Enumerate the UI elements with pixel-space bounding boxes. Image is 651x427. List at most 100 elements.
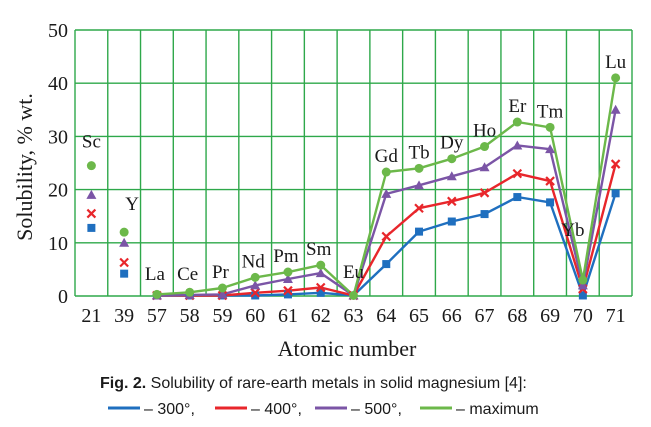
legend-label: – 400°, bbox=[251, 401, 302, 418]
data-point bbox=[315, 282, 326, 293]
data-point bbox=[578, 275, 588, 285]
x-marker-stroke bbox=[414, 203, 424, 213]
element-label: Er bbox=[508, 96, 527, 117]
x-tick-label: 62 bbox=[311, 305, 331, 327]
element-label: Sc bbox=[82, 132, 101, 153]
data-point bbox=[250, 280, 261, 290]
data-point bbox=[611, 189, 620, 198]
data-point bbox=[577, 280, 588, 290]
data-point bbox=[479, 162, 490, 172]
data-point bbox=[283, 267, 293, 277]
element-label: Lu bbox=[605, 52, 627, 73]
data-point bbox=[480, 142, 490, 152]
y-tick-label: 0 bbox=[58, 286, 68, 308]
element-label: Ho bbox=[473, 121, 496, 142]
data-point bbox=[381, 231, 392, 242]
x-marker-stroke bbox=[479, 188, 490, 198]
data-point bbox=[512, 168, 523, 179]
x-tick-label: 70 bbox=[573, 305, 593, 327]
x-marker-stroke bbox=[119, 257, 129, 268]
data-point bbox=[250, 272, 260, 282]
x-tick-label: 60 bbox=[245, 305, 265, 327]
x-tick-label: 57 bbox=[147, 305, 167, 327]
data-point bbox=[86, 208, 97, 219]
data-point bbox=[315, 268, 326, 278]
y-axis-label: Solubility, % wt. bbox=[12, 93, 37, 241]
data-point bbox=[512, 140, 523, 150]
x-tick-labels: 21 39 57 58 59 60 61 62 63 64 65 66 67 68 69 70 71 bbox=[81, 305, 625, 327]
data-point bbox=[283, 285, 293, 296]
x-marker-stroke bbox=[447, 196, 457, 207]
x-tick-label: 59 bbox=[212, 305, 232, 327]
data-point bbox=[480, 210, 489, 219]
x-tick-label: 71 bbox=[606, 305, 626, 327]
x-tick-label: 67 bbox=[475, 305, 495, 327]
y-tick-label: 20 bbox=[48, 180, 68, 202]
chart-series-markers bbox=[86, 73, 621, 301]
element-label: Y bbox=[125, 194, 139, 215]
data-point bbox=[545, 122, 555, 132]
x-marker-stroke bbox=[610, 159, 621, 169]
data-point bbox=[381, 167, 391, 177]
element-label: Tb bbox=[408, 142, 429, 163]
data-point bbox=[546, 198, 555, 207]
data-point bbox=[349, 290, 358, 300]
data-point bbox=[251, 291, 260, 300]
element-label: La bbox=[145, 264, 166, 285]
element-label: Pr bbox=[212, 262, 230, 283]
data-point bbox=[316, 260, 326, 270]
legend-label: – 300°, bbox=[144, 401, 195, 418]
data-point bbox=[86, 161, 96, 171]
figure-caption-label: Fig. 2. bbox=[100, 375, 146, 392]
data-point bbox=[381, 188, 392, 198]
data-point bbox=[512, 117, 522, 127]
element-label: Nd bbox=[242, 251, 266, 272]
y-tick-label: 40 bbox=[48, 73, 68, 95]
x-tick-label: 21 bbox=[81, 305, 101, 327]
element-label: Sm bbox=[306, 239, 332, 260]
y-tick-label: 50 bbox=[48, 20, 68, 42]
data-point bbox=[119, 237, 130, 247]
x-marker-stroke bbox=[381, 231, 392, 242]
data-point bbox=[119, 227, 129, 237]
data-point bbox=[610, 104, 621, 114]
data-point bbox=[382, 260, 391, 269]
legend: – 300°, – 400°, – 500°, – maximum bbox=[108, 401, 539, 418]
element-label: Ce bbox=[177, 264, 198, 285]
data-point bbox=[513, 193, 522, 202]
data-point bbox=[447, 196, 457, 207]
legend-label: – maximum bbox=[456, 401, 539, 418]
x-marker-stroke bbox=[86, 208, 97, 219]
data-point bbox=[120, 269, 129, 278]
data-point bbox=[87, 223, 96, 232]
figure-caption-text: Solubility of rare-earth metals in solid… bbox=[146, 375, 527, 392]
data-point bbox=[446, 171, 457, 181]
x-marker-stroke bbox=[283, 285, 293, 296]
element-label: Dy bbox=[440, 133, 464, 154]
chart-grid bbox=[74, 29, 633, 297]
x-tick-label: 64 bbox=[376, 305, 396, 327]
data-point bbox=[414, 203, 424, 213]
data-point bbox=[217, 289, 228, 299]
y-tick-labels: 0 10 20 30 40 50 bbox=[48, 20, 68, 308]
data-point bbox=[250, 288, 260, 298]
x-tick-label: 65 bbox=[409, 305, 429, 327]
y-tick-label: 10 bbox=[48, 233, 68, 255]
data-point bbox=[578, 291, 587, 300]
data-point bbox=[86, 189, 97, 199]
x-marker-stroke bbox=[250, 288, 260, 298]
data-point bbox=[611, 73, 621, 83]
x-marker-stroke bbox=[512, 168, 523, 179]
y-tick-label: 30 bbox=[48, 126, 68, 148]
data-point bbox=[415, 227, 424, 236]
data-point bbox=[479, 188, 490, 198]
data-point bbox=[217, 283, 227, 293]
x-tick-label: 69 bbox=[540, 305, 560, 327]
data-point bbox=[152, 289, 162, 299]
x-marker-stroke bbox=[315, 282, 326, 293]
x-axis-label: Atomic number bbox=[278, 336, 417, 361]
data-point bbox=[316, 288, 325, 297]
data-point bbox=[414, 163, 424, 173]
element-label: Gd bbox=[375, 146, 399, 167]
